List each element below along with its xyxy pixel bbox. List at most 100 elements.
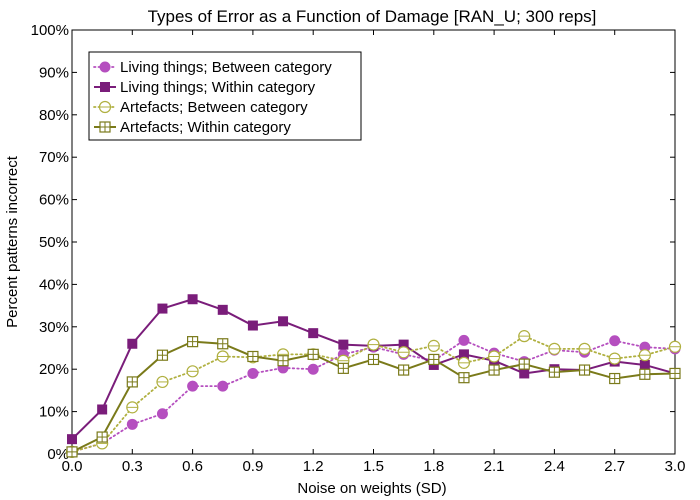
legend-marker [99, 121, 111, 133]
data-point [428, 353, 440, 366]
y-tick-label: 10% [39, 404, 69, 421]
legend-entry: Artefacts; Between category [93, 99, 308, 116]
legend-label: Artefacts; Within category [120, 119, 291, 136]
data-point [519, 368, 530, 379]
y-axis: 0% 10% 20% 30% 40% 50% 60% 70% 80% 90% 100% [31, 22, 675, 463]
x-tick-label: 3.0 [665, 458, 686, 475]
data-point [668, 340, 682, 353]
x-tick-label: 0.9 [242, 458, 263, 475]
data-point [96, 431, 108, 443]
x-tick-label: 0.0 [62, 458, 83, 475]
legend-label: Artefacts; Between category [120, 99, 308, 116]
legend-entry: Living things; Between category [93, 59, 332, 76]
x-tick-label: 1.5 [363, 458, 384, 475]
y-tick-label: 100% [31, 22, 69, 39]
data-point [156, 408, 168, 420]
data-point [518, 358, 530, 370]
x-tick-label: 2.1 [484, 458, 505, 475]
x-tick-label: 2.7 [604, 458, 625, 475]
data-point [67, 434, 77, 445]
data-point [247, 350, 259, 363]
data-point [337, 362, 349, 374]
data-point [548, 366, 561, 378]
legend-label: Living things; Within category [120, 79, 316, 96]
data-point [638, 349, 651, 362]
series-layer [65, 294, 682, 458]
legend: Living things; Between category Living th… [88, 51, 362, 141]
legend-marker [99, 61, 111, 73]
data-point [488, 350, 501, 363]
data-point [578, 364, 591, 376]
legend-marker [100, 82, 110, 92]
data-point [578, 342, 591, 355]
legend-marker [98, 100, 112, 114]
y-tick-label: 50% [39, 234, 69, 251]
data-point [367, 338, 380, 351]
data-point [97, 404, 108, 415]
data-point [126, 401, 139, 414]
data-point [217, 338, 229, 350]
legend-entry: Artefacts; Within category [94, 119, 291, 136]
data-point [458, 372, 470, 384]
data-point [156, 349, 169, 361]
data-point [427, 339, 440, 352]
y-tick-label: 60% [39, 192, 69, 209]
data-point [398, 364, 410, 376]
data-point [608, 352, 621, 365]
x-tick-label: 2.4 [544, 458, 565, 475]
series-4 [66, 336, 681, 458]
data-point [217, 304, 228, 315]
data-point [187, 336, 199, 348]
data-point [639, 368, 651, 380]
data-point [157, 303, 168, 314]
data-point [126, 418, 138, 430]
data-point [278, 316, 289, 327]
y-tick-label: 90% [39, 64, 69, 81]
x-axis-label: Noise on weights (SD) [297, 480, 446, 497]
y-tick-label: 30% [39, 319, 69, 336]
data-point [277, 355, 289, 367]
y-tick-label: 70% [39, 149, 69, 166]
data-point [187, 294, 198, 305]
data-point [127, 338, 138, 349]
y-tick-label: 20% [39, 361, 69, 378]
data-point [216, 350, 229, 363]
data-point [458, 334, 470, 346]
data-point [247, 367, 259, 379]
x-axis: 0.0 0.3 0.6 0.9 1.2 1.5 1.8 2.1 2.4 2.7 3.0 [62, 30, 686, 475]
x-tick-label: 1.2 [303, 458, 324, 475]
data-point [669, 367, 681, 380]
data-point [247, 320, 258, 331]
data-point [397, 346, 410, 359]
y-tick-label: 0% [47, 446, 69, 463]
data-point [488, 364, 500, 376]
data-point [457, 356, 471, 369]
legend-label: Living things; Between category [120, 59, 332, 76]
data-point [66, 446, 78, 458]
data-point [186, 365, 199, 378]
chart-title: Types of Error as a Function of Damage [… [148, 7, 597, 26]
data-point [548, 342, 561, 355]
y-axis-label: Percent patterns incorrect [4, 155, 21, 328]
data-point [639, 359, 650, 370]
data-point [308, 328, 319, 339]
data-point [609, 335, 621, 347]
data-point [609, 372, 621, 385]
x-tick-label: 0.6 [182, 458, 203, 475]
data-point [518, 330, 531, 343]
data-point [367, 353, 380, 366]
x-tick-label: 0.3 [122, 458, 143, 475]
legend-entry: Living things; Within category [94, 79, 316, 96]
data-point [156, 375, 169, 389]
data-point [307, 363, 319, 375]
data-point [338, 339, 349, 350]
data-point [126, 376, 138, 388]
legend-frame [88, 51, 362, 141]
data-point [307, 348, 319, 360]
y-tick-label: 40% [39, 276, 69, 293]
x-tick-label: 1.8 [423, 458, 444, 475]
data-point [187, 380, 199, 392]
data-point [217, 380, 229, 392]
y-tick-label: 80% [39, 107, 69, 124]
